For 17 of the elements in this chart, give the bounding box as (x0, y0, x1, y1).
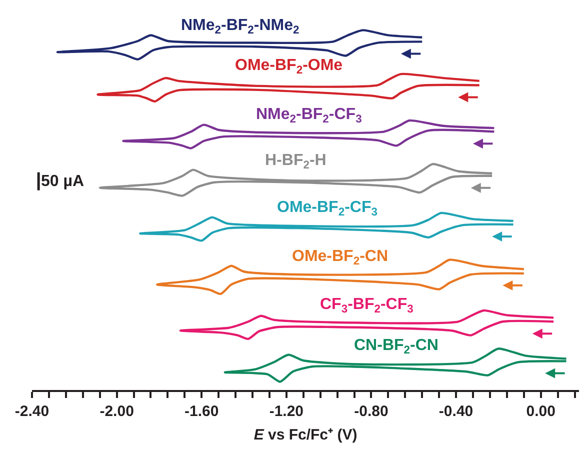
series-label: NMe$_{2}$-BF$_{2}$-NMe$_{2}$ (181, 17, 300, 36)
x-axis-title: E vs Fc/Fc⁺ (V) (254, 426, 358, 444)
x-tick-label: 0.00 (526, 403, 556, 420)
annotation: 50 µA (41, 173, 84, 190)
x-tick-label: -2.00 (100, 403, 134, 420)
x-tick-label: -0.40 (438, 403, 474, 420)
series-label: H-BF$_{2}$-H (265, 152, 326, 172)
x-tick-label: -1.60 (184, 403, 219, 420)
x-tick-label: -2.40 (14, 403, 50, 420)
series-label: OMe-BF$_{2}$-CN (292, 248, 388, 268)
series-label: OMe-BF$_{2}$-CF$_{3}$ (277, 199, 378, 218)
series-label: NMe$_{2}$-BF$_{2}$-CF$_{3}$ (256, 106, 362, 126)
x-tick-label: -1.20 (269, 403, 304, 420)
series-label: CF$_{3}$-BF$_{2}$-CF$_{3}$ (320, 296, 414, 316)
x-tick-label: -0.80 (354, 403, 388, 420)
series-label: OMe-BF$_{2}$-OMe (235, 57, 343, 76)
series-label: CN-BF$_{2}$-CN (354, 337, 438, 356)
